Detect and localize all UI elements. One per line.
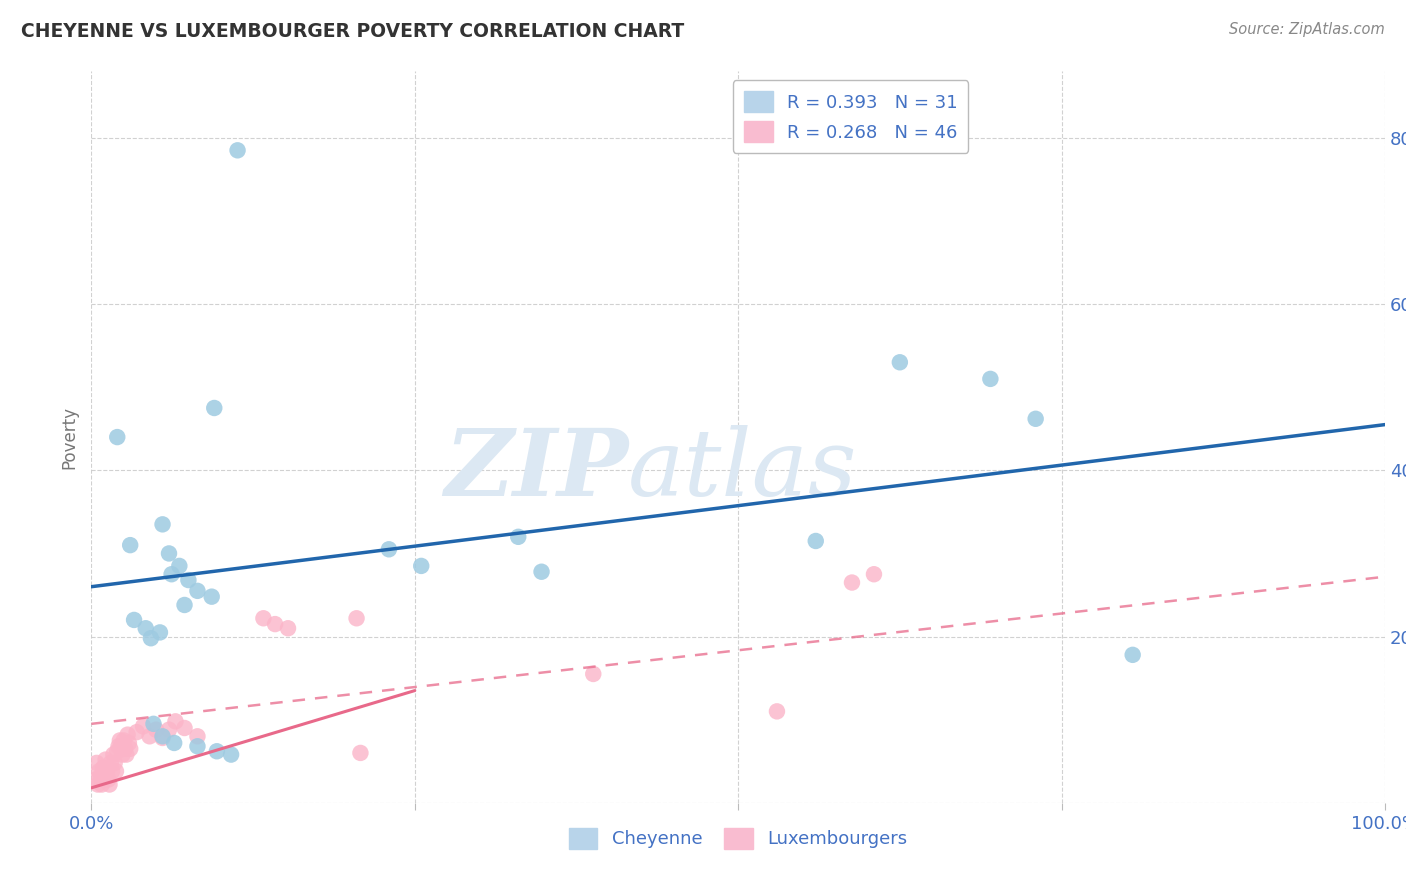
Point [157,723,180,737]
Point [205,744,228,758]
Point [139,632,162,646]
Point [84,772,107,787]
Point [804,533,827,548]
Point [508,530,530,544]
Point [114,741,136,756]
Point [346,611,368,625]
Point [115,747,138,762]
Point [97,772,120,787]
Point [107,739,129,754]
Point [111,747,134,762]
Point [132,719,155,733]
Point [152,731,174,745]
Text: ZIP: ZIP [444,425,628,515]
Point [142,716,165,731]
Point [101,764,124,779]
Point [252,611,274,625]
Point [105,744,128,758]
Point [277,621,299,635]
Point [93,772,115,787]
Point [173,721,195,735]
Point [125,725,148,739]
Point [104,764,127,779]
Point [1025,412,1047,426]
Point [841,575,863,590]
Point [165,714,187,729]
Point [104,756,127,770]
Point [149,625,172,640]
Point [117,728,139,742]
Point [96,764,118,779]
Point [152,517,174,532]
Point [177,573,200,587]
Point [163,736,186,750]
Point [103,747,125,762]
Point [411,558,433,573]
Point [118,736,141,750]
Point [91,761,114,775]
Point [100,756,122,770]
Point [169,558,191,573]
Point [90,777,112,792]
Point [145,723,167,737]
Legend: Cheyenne, Luxembourgers: Cheyenne, Luxembourgers [561,821,915,856]
Point [89,769,111,783]
Point [186,583,208,598]
Point [105,430,128,444]
Point [378,542,401,557]
Point [264,617,287,632]
Point [86,756,108,770]
Point [108,733,131,747]
Point [87,777,110,792]
Point [863,567,886,582]
Point [201,590,224,604]
Point [582,667,605,681]
Point [157,546,180,560]
Point [530,565,553,579]
Point [979,372,1001,386]
Point [186,729,208,743]
Point [219,747,242,762]
Point [173,598,195,612]
Point [135,621,157,635]
Text: atlas: atlas [628,425,858,515]
Point [112,733,135,747]
Y-axis label: Poverty: Poverty [60,406,79,468]
Text: Source: ZipAtlas.com: Source: ZipAtlas.com [1229,22,1385,37]
Point [138,729,160,743]
Point [226,144,249,158]
Point [349,746,371,760]
Point [89,764,111,779]
Point [94,753,117,767]
Point [1122,648,1144,662]
Point [120,741,142,756]
Point [889,355,911,369]
Point [160,567,183,582]
Point [120,538,142,552]
Point [122,613,145,627]
Point [110,739,132,754]
Point [766,705,789,719]
Point [202,401,225,415]
Point [152,729,174,743]
Point [98,777,121,792]
Text: CHEYENNE VS LUXEMBOURGER POVERTY CORRELATION CHART: CHEYENNE VS LUXEMBOURGER POVERTY CORRELA… [21,22,685,41]
Point [186,739,208,754]
